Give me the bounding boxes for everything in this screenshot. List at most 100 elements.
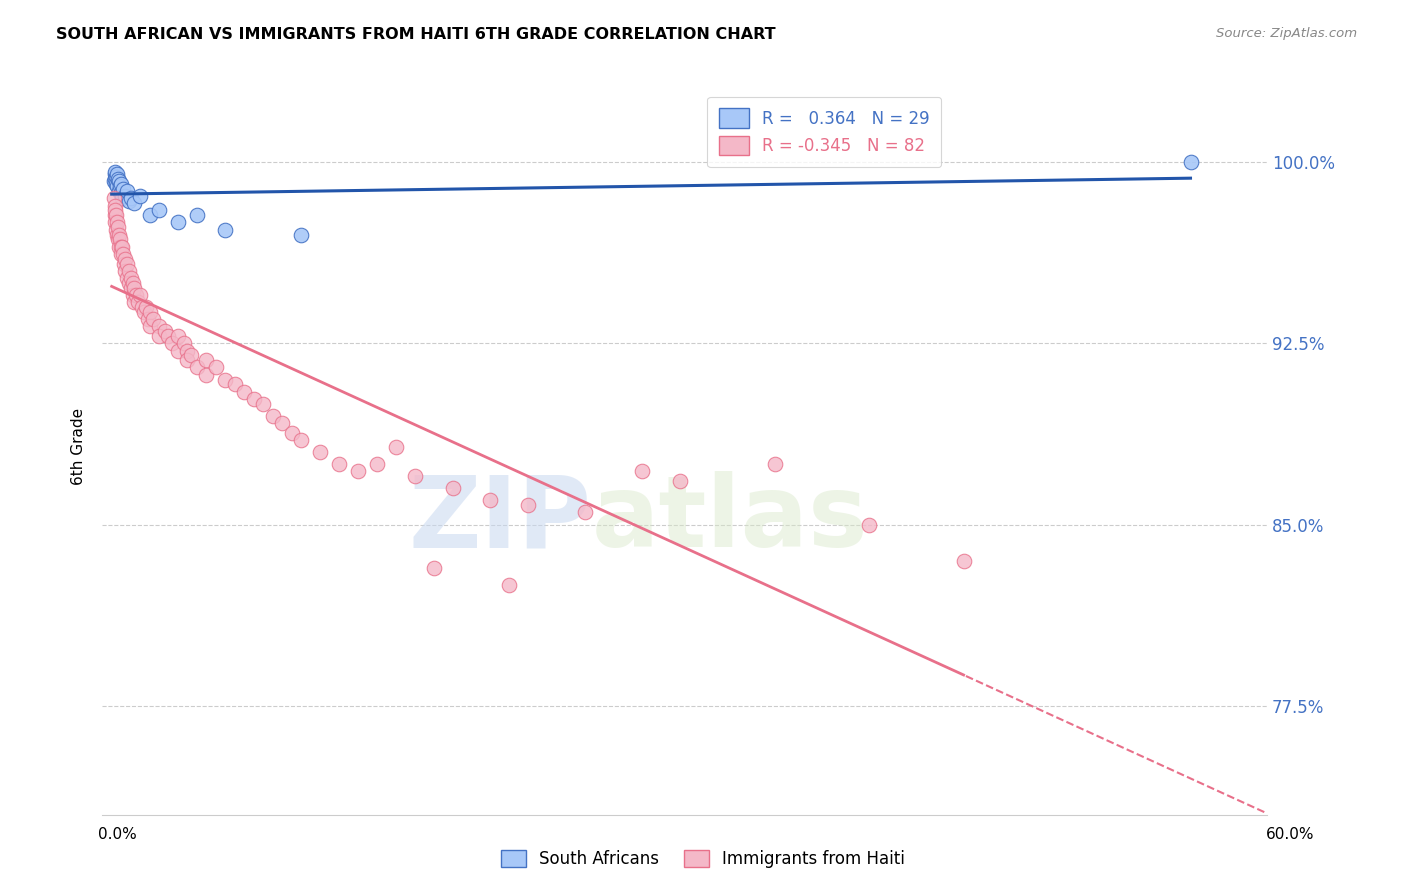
Point <box>115 184 138 198</box>
Point <box>262 409 284 423</box>
Point <box>112 247 135 261</box>
Point <box>108 179 131 194</box>
Point <box>252 397 274 411</box>
Point <box>404 469 426 483</box>
Point <box>112 181 135 195</box>
Point <box>138 208 160 222</box>
Point <box>103 198 125 212</box>
Point <box>120 191 142 205</box>
Point <box>104 172 127 186</box>
Point <box>162 336 184 351</box>
Point <box>107 172 129 186</box>
Text: 60.0%: 60.0% <box>1267 827 1315 841</box>
Point <box>112 256 135 270</box>
Point <box>115 256 138 270</box>
Point <box>180 348 202 362</box>
Point <box>479 493 502 508</box>
Point <box>135 300 157 314</box>
Point <box>309 445 332 459</box>
Point <box>148 203 170 218</box>
Point <box>271 416 294 430</box>
Text: 0.0%: 0.0% <box>98 827 138 841</box>
Point <box>132 305 155 319</box>
Point <box>669 474 692 488</box>
Point <box>224 377 246 392</box>
Point <box>498 578 520 592</box>
Point <box>138 305 160 319</box>
Point <box>114 189 136 203</box>
Point <box>110 186 132 201</box>
Point <box>176 343 198 358</box>
Point <box>384 440 406 454</box>
Point <box>136 312 159 326</box>
Point <box>176 353 198 368</box>
Point <box>233 384 256 399</box>
Point <box>118 264 141 278</box>
Point <box>108 184 131 198</box>
Point <box>114 264 136 278</box>
Point <box>103 167 125 181</box>
Point <box>517 498 540 512</box>
Point <box>214 223 236 237</box>
Point <box>118 194 141 208</box>
Point <box>167 215 190 229</box>
Point <box>104 164 127 178</box>
Point <box>186 360 208 375</box>
Y-axis label: 6th Grade: 6th Grade <box>72 408 86 484</box>
Point <box>153 324 176 338</box>
Point <box>148 329 170 343</box>
Point <box>173 336 195 351</box>
Point <box>129 189 152 203</box>
Point <box>103 208 125 222</box>
Point <box>111 239 134 253</box>
Point <box>290 433 312 447</box>
Point <box>105 208 128 222</box>
Point <box>138 319 160 334</box>
Legend: South Africans, Immigrants from Haiti: South Africans, Immigrants from Haiti <box>494 843 912 875</box>
Point <box>195 368 218 382</box>
Point <box>110 177 132 191</box>
Point <box>110 239 132 253</box>
Point <box>105 223 128 237</box>
Point <box>858 517 880 532</box>
Point <box>242 392 264 406</box>
Point <box>105 169 128 184</box>
Point <box>129 288 152 302</box>
Point <box>328 457 350 471</box>
Point <box>107 232 129 246</box>
Point <box>347 464 370 478</box>
Point <box>574 506 596 520</box>
Point <box>121 276 143 290</box>
Legend: R =   0.364   N = 29, R = -0.345   N = 82: R = 0.364 N = 29, R = -0.345 N = 82 <box>707 97 942 167</box>
Point <box>121 288 143 302</box>
Point <box>118 276 141 290</box>
Point <box>111 191 134 205</box>
Point <box>167 329 190 343</box>
Point <box>366 457 388 471</box>
Point <box>1180 155 1202 169</box>
Point <box>131 300 153 314</box>
Point <box>124 295 146 310</box>
Point <box>104 203 127 218</box>
Point <box>186 208 208 222</box>
Point <box>103 174 125 188</box>
Point <box>110 247 132 261</box>
Point <box>157 329 180 343</box>
Point <box>105 179 128 194</box>
Point <box>148 319 170 334</box>
Text: ZIP: ZIP <box>409 471 592 568</box>
Point <box>763 457 786 471</box>
Point <box>124 196 146 211</box>
Point <box>441 481 464 495</box>
Point <box>105 167 128 181</box>
Point <box>108 232 131 246</box>
Point <box>422 561 444 575</box>
Point <box>214 372 236 386</box>
Point <box>125 288 148 302</box>
Point <box>205 360 228 375</box>
Point <box>108 227 131 242</box>
Point <box>631 464 654 478</box>
Point <box>127 295 149 310</box>
Point <box>105 227 128 242</box>
Point <box>104 215 127 229</box>
